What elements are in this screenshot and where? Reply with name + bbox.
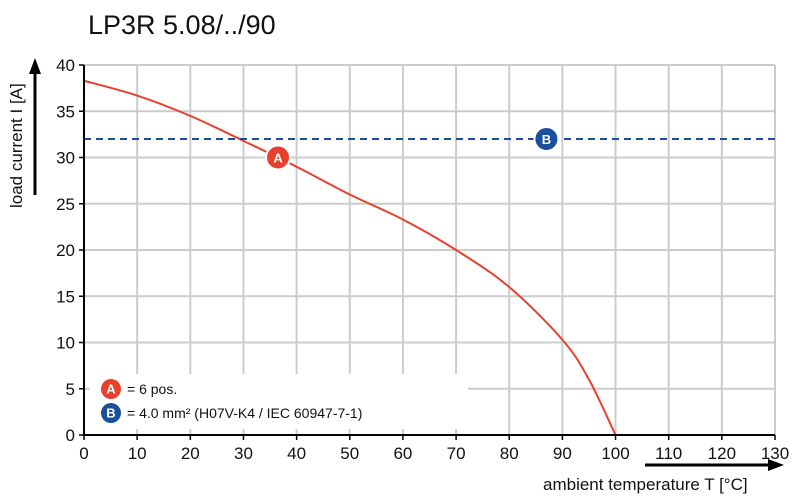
x-tick-label: 90	[553, 444, 572, 463]
legend-marker-label: A	[106, 382, 116, 397]
x-axis-label: ambient temperature T [°C]	[543, 475, 748, 494]
marker-circle	[265, 144, 292, 171]
x-tick-label: 80	[500, 444, 519, 463]
series-group	[83, 79, 775, 436]
tick-labels: 0 10 20 30 40 50 60 70 80 90 100 110 120 130 0 5 10 15 20 2…	[56, 56, 789, 463]
legend-background	[90, 374, 468, 429]
axes	[29, 58, 784, 471]
y-tick-label: 10	[56, 334, 75, 353]
x-tick-label: 130	[761, 444, 789, 463]
x-axis-arrow-head	[768, 459, 784, 471]
y-axis-label: load current I [A]	[7, 83, 26, 208]
x-tick-label: 70	[447, 444, 466, 463]
y-tick-label: 40	[56, 56, 75, 75]
y-tick-label: 35	[56, 102, 75, 121]
y-tick-label: 5	[66, 380, 75, 399]
legend-marker-label: B	[106, 406, 115, 421]
series-markers: AB	[265, 126, 560, 171]
x-tick-label: 40	[287, 444, 306, 463]
marker-circle	[533, 126, 560, 152]
y-axis-label-group: load current I [A]	[7, 83, 26, 208]
chart-title: LP3R 5.08/../90	[88, 10, 276, 40]
legend-item-a: A = 6 pos.	[101, 379, 177, 399]
x-tick-label: 110	[655, 444, 682, 463]
x-axis-label-group: ambient temperature T [°C]	[543, 475, 748, 494]
y-tick-label: 15	[56, 287, 75, 306]
y-tick-label: 25	[56, 195, 75, 214]
grid	[83, 64, 776, 436]
marker-label: B	[542, 132, 551, 147]
legend-text: = 4.0 mm² (H07V-K4 / IEC 60947-7-1)	[127, 405, 362, 421]
x-tick-label: 120	[708, 444, 736, 463]
y-axis-arrow-head	[29, 58, 41, 74]
marker-b: B	[533, 126, 560, 152]
x-tick-label: 50	[340, 444, 359, 463]
y-tick-label: 0	[66, 426, 75, 445]
legend: A = 6 pos. B = 4.0 mm² (H07V-K4 / IEC 60947…	[101, 379, 362, 423]
y-tick-label: 30	[56, 149, 75, 168]
x-tick-label: 0	[79, 444, 88, 463]
marker-a: A	[265, 144, 292, 171]
y-tick-label: 20	[56, 241, 75, 260]
legend-item-b: B = 4.0 mm² (H07V-K4 / IEC 60947-7-1)	[101, 403, 362, 423]
x-tick-label: 100	[601, 444, 629, 463]
legend-marker-circle	[101, 379, 121, 399]
x-tick-label: 10	[128, 444, 147, 463]
legend-marker-circle	[101, 403, 121, 423]
series-line-a	[83, 79, 617, 436]
legend-text: = 6 pos.	[127, 381, 177, 397]
x-tick-label: 30	[234, 444, 253, 463]
marker-label: A	[273, 151, 283, 166]
x-tick-label: 20	[181, 444, 200, 463]
x-tick-label: 60	[393, 444, 412, 463]
